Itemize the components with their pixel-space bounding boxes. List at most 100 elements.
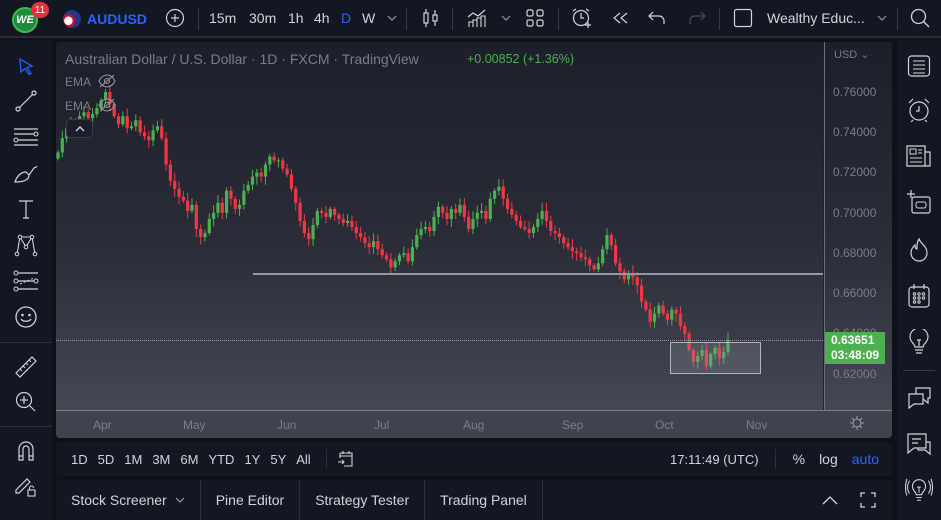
zoom-in-tool[interactable] <box>13 389 39 415</box>
time-scale[interactable] <box>56 410 892 438</box>
chevron-down-icon <box>387 15 397 21</box>
expand-panel-button[interactable] <box>822 495 838 505</box>
indicators-button[interactable] <box>466 0 488 37</box>
calendar-goto-icon <box>337 451 353 467</box>
hotlists-button[interactable] <box>905 236 933 264</box>
chats-button[interactable] <box>905 384 933 412</box>
select-layout-button[interactable] <box>732 0 754 37</box>
calendar-button[interactable] <box>905 282 933 310</box>
currency-selector[interactable]: USD ⌄ <box>834 49 870 61</box>
text-tool[interactable] <box>13 196 39 222</box>
range-1m[interactable]: 1M <box>124 451 143 467</box>
symbol-search-button[interactable]: AUDUSD <box>63 0 147 38</box>
indicators-icon <box>467 9 486 27</box>
icon-tool[interactable] <box>13 304 39 330</box>
replay-button[interactable] <box>610 0 630 37</box>
range-5d[interactable]: 5D <box>97 451 115 467</box>
interval-d[interactable]: D <box>341 10 352 26</box>
trend-line-tool[interactable] <box>13 88 39 114</box>
text-icon <box>19 200 33 219</box>
price-label: 0.70000 <box>833 206 877 220</box>
indicators-dropdown[interactable] <box>501 0 511 37</box>
chart-type-button[interactable] <box>420 0 442 37</box>
alert-button[interactable] <box>570 0 594 37</box>
range-ytd[interactable]: YTD <box>208 451 235 467</box>
pattern-icon <box>14 234 38 257</box>
pattern-tool[interactable] <box>13 232 39 258</box>
forecast-tool[interactable] <box>13 268 39 294</box>
undo-icon <box>648 11 665 24</box>
interval-15m[interactable]: 15m <box>209 10 237 26</box>
alerts-button[interactable] <box>905 96 933 124</box>
range-5y[interactable]: 5Y <box>270 451 287 467</box>
ema-indicator-label[interactable]: EMA <box>65 75 92 89</box>
range-3m[interactable]: 3M <box>152 451 171 467</box>
range-all[interactable]: All <box>296 451 311 467</box>
interval-dropdown[interactable] <box>386 0 398 37</box>
go-to-date-button[interactable] <box>337 450 355 468</box>
horizontal-support-line[interactable] <box>253 273 823 275</box>
interval-w[interactable]: W <box>362 10 376 26</box>
chart-settings-icon[interactable] <box>849 415 865 431</box>
log-scale-toggle[interactable]: log <box>819 451 838 467</box>
alarm-clock-plus-icon <box>572 8 591 28</box>
interval-1h[interactable]: 1h <box>288 10 304 26</box>
tab-stock-screener[interactable]: Stock Screener <box>56 480 201 520</box>
magnet-tool[interactable] <box>13 438 39 464</box>
price-label: 0.74000 <box>833 125 877 139</box>
interval-30m[interactable]: 30m <box>249 10 277 26</box>
eye-hidden-icon[interactable] <box>98 98 116 112</box>
layout-name[interactable]: Wealthy Educ... <box>767 10 865 26</box>
chart-container[interactable]: Australian Dollar / U.S. Dollar · 1D · F… <box>56 42 892 438</box>
cursor-tool[interactable] <box>13 54 39 80</box>
date-range-bar: 1D 5D 1M 3M 6M YTD 1Y 5Y All 17:11:49 (U… <box>56 442 892 476</box>
range-1y[interactable]: 1Y <box>244 451 261 467</box>
divider <box>325 449 327 469</box>
list-icon <box>907 55 931 77</box>
tab-strategy-tester[interactable]: Strategy Tester <box>300 480 426 520</box>
search-button[interactable] <box>909 0 931 37</box>
eye-hidden-icon[interactable] <box>98 74 116 88</box>
trend-line-icon <box>15 90 37 112</box>
candles-icon <box>423 9 438 27</box>
news-button[interactable] <box>905 142 933 170</box>
tab-trading-panel[interactable]: Trading Panel <box>425 480 543 520</box>
add-watchlist-button[interactable] <box>905 188 933 216</box>
current-price-line <box>56 340 823 341</box>
utc-clock[interactable]: 17:11:49 (UTC) <box>669 451 759 467</box>
undo-button[interactable] <box>647 0 667 37</box>
layout-dropdown[interactable] <box>876 0 888 37</box>
messages-button[interactable] <box>905 430 933 458</box>
time-label: Aug <box>463 418 485 432</box>
brush-tool[interactable] <box>13 160 39 186</box>
time-label: Jun <box>277 418 297 432</box>
layout-button[interactable] <box>525 0 545 37</box>
newspaper-icon <box>906 145 931 167</box>
time-label: Nov <box>746 418 768 432</box>
range-6m[interactable]: 6M <box>180 451 199 467</box>
ema-indicator-label[interactable]: EMA <box>65 99 92 113</box>
fib-tool[interactable] <box>13 124 39 150</box>
divider <box>0 426 52 427</box>
range-rectangle-drawing[interactable] <box>670 342 761 374</box>
currency-label: USD <box>834 49 858 61</box>
maximize-panel-button[interactable] <box>860 492 876 508</box>
redo-button[interactable] <box>687 0 707 37</box>
add-list-icon <box>907 190 931 214</box>
compare-symbol-button[interactable] <box>163 0 187 37</box>
ideas-button[interactable] <box>905 328 933 356</box>
fullscreen-icon <box>860 492 876 508</box>
percent-scale-toggle[interactable]: % <box>792 451 806 467</box>
lock-drawings-tool[interactable] <box>13 473 39 499</box>
range-1d[interactable]: 1D <box>71 451 88 467</box>
tab-pine-editor[interactable]: Pine Editor <box>201 480 301 520</box>
avatar-initials: WE <box>16 14 34 26</box>
collapse-legend-button[interactable] <box>66 119 93 138</box>
chart-pane[interactable] <box>56 42 823 410</box>
auto-scale-toggle[interactable]: auto <box>851 451 879 467</box>
watchlist-button[interactable] <box>905 52 933 80</box>
measure-tool[interactable] <box>13 354 39 380</box>
interval-4h[interactable]: 4h <box>314 10 330 26</box>
chevron-down-icon <box>877 15 887 21</box>
streams-button[interactable] <box>905 476 933 504</box>
